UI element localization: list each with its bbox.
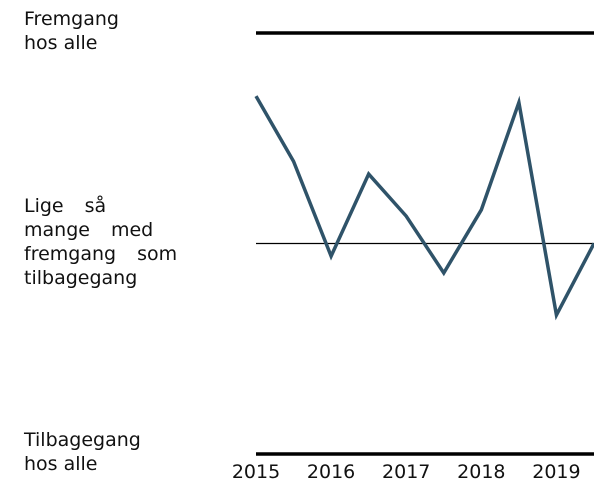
x-tick-label: 2015 — [232, 461, 280, 483]
y-tick-label: Lige så mange med fremgang som tilbagega… — [24, 194, 178, 289]
y-tick-label: Fremgang hos alle — [24, 8, 119, 54]
y-tick-label: Tilbagegang hos alle — [24, 429, 141, 475]
x-tick-label: 2018 — [457, 461, 505, 483]
data-line — [254, 95, 594, 321]
x-tick-label: 2017 — [382, 461, 430, 483]
x-tick-label: 2019 — [532, 461, 580, 483]
x-tick-label: 2016 — [307, 461, 355, 483]
